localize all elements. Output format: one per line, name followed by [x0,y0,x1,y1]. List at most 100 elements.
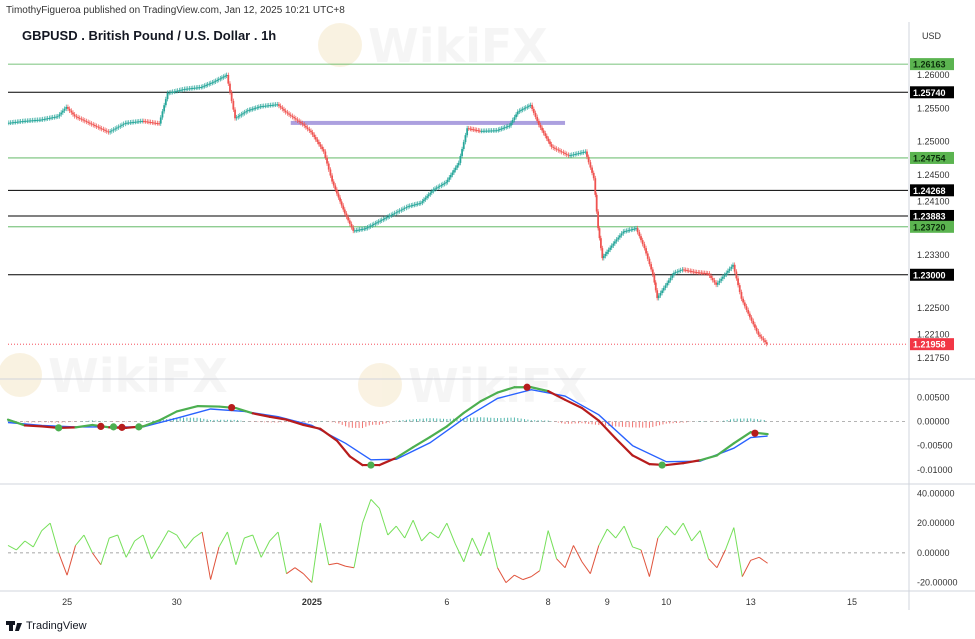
candle-body [745,306,748,310]
macd-line-segment [462,400,482,414]
candle-body [372,223,375,225]
candle-body [67,106,69,109]
candle-body [131,122,133,124]
candle-body [180,89,182,91]
candle-body [183,88,186,90]
candle-body [269,105,272,107]
candle-body [318,141,320,145]
level-label: 1.23883 [913,211,946,221]
level-label-box [910,220,954,233]
osc-line-segment [682,522,693,542]
candle-body [721,276,724,279]
osc-line-segment [277,531,288,574]
candle-body [733,264,736,272]
osc-line-segment [438,522,448,539]
osc-line-segment [345,565,355,569]
osc-line-segment [370,499,380,509]
candle-body [186,88,189,90]
candle-body [426,196,428,198]
candle-body [638,232,641,237]
osc-line-segment [319,523,330,565]
candle-body [427,194,430,197]
macd-line-segment [496,386,516,394]
candle-body [173,91,176,93]
candle-body [445,182,447,184]
osc-line-segment [463,537,473,562]
macd-line-segment [251,412,271,418]
candle-body [122,123,125,125]
candle-body [489,130,491,132]
candle-body [322,149,325,152]
candle-body [149,121,152,123]
osc-line-segment [49,523,60,553]
osc-line-segment [100,537,110,565]
currency-label[interactable]: USD [922,31,942,41]
candle-body [679,270,682,272]
candle-body [622,231,625,234]
candle-body [229,83,231,93]
candle-body [18,121,20,123]
candle-body [681,269,684,271]
candle-body [178,90,181,92]
osc-line-segment [505,574,515,583]
candle-body [738,285,741,292]
candle-body [610,245,613,248]
tradingview-footer[interactable]: TradingView [6,620,87,632]
candle-body [358,229,361,231]
candle-body [483,130,486,132]
candle-body [206,84,209,86]
price-tick-label: 1.24500 [917,170,950,180]
candle-body [529,104,532,106]
candle-body [137,121,140,123]
osc-line-segment [716,549,726,568]
symbol-title[interactable]: GBPUSD . British Pound / U.S. Dollar . 1… [22,28,277,43]
candle-body [695,272,698,274]
candle-body [16,121,19,123]
candle-body [748,313,751,318]
osc-line-segment [454,543,465,562]
price-tick-label: 1.26000 [917,70,950,80]
candle-body [743,302,746,307]
candle-body [732,264,734,267]
candle-body [284,110,287,113]
osc-line-segment [699,530,709,559]
price-tick-label: 1.25000 [917,137,950,147]
candle-body [235,117,238,119]
candle-body [288,113,290,115]
candle-body [353,230,356,232]
candle-body [586,151,588,157]
osc-line-segment [159,530,169,546]
osc-line-segment [210,546,220,580]
candle-body [46,118,49,120]
macd-line-segment [530,386,550,393]
candle-body [478,130,481,132]
watermark-logo-icon [358,363,402,407]
osc-tick-label: -20.00000 [917,578,958,588]
candle-body [764,340,766,343]
candle-body [11,122,14,124]
candle-body [705,273,708,275]
osc-line-segment [269,531,279,542]
candle-body [132,121,135,123]
candle-body [584,151,587,153]
candle-body [477,130,480,132]
candle-body [612,243,615,246]
candle-body [418,203,421,205]
candle-body [562,152,565,154]
osc-line-segment [168,530,178,536]
macd-tick-label: -0.01000 [917,465,953,475]
candle-body [14,121,17,123]
candle-body [560,151,563,153]
candle-body [61,110,64,113]
candle-body [200,86,203,88]
candle-body [651,269,654,275]
candle-body [7,122,10,124]
candle-body [497,129,500,131]
candle-body [397,211,399,213]
candle-body [371,224,374,226]
candle-body [316,139,319,142]
candle-body [765,342,768,345]
candle-body [202,86,204,88]
candle-body [306,127,309,130]
